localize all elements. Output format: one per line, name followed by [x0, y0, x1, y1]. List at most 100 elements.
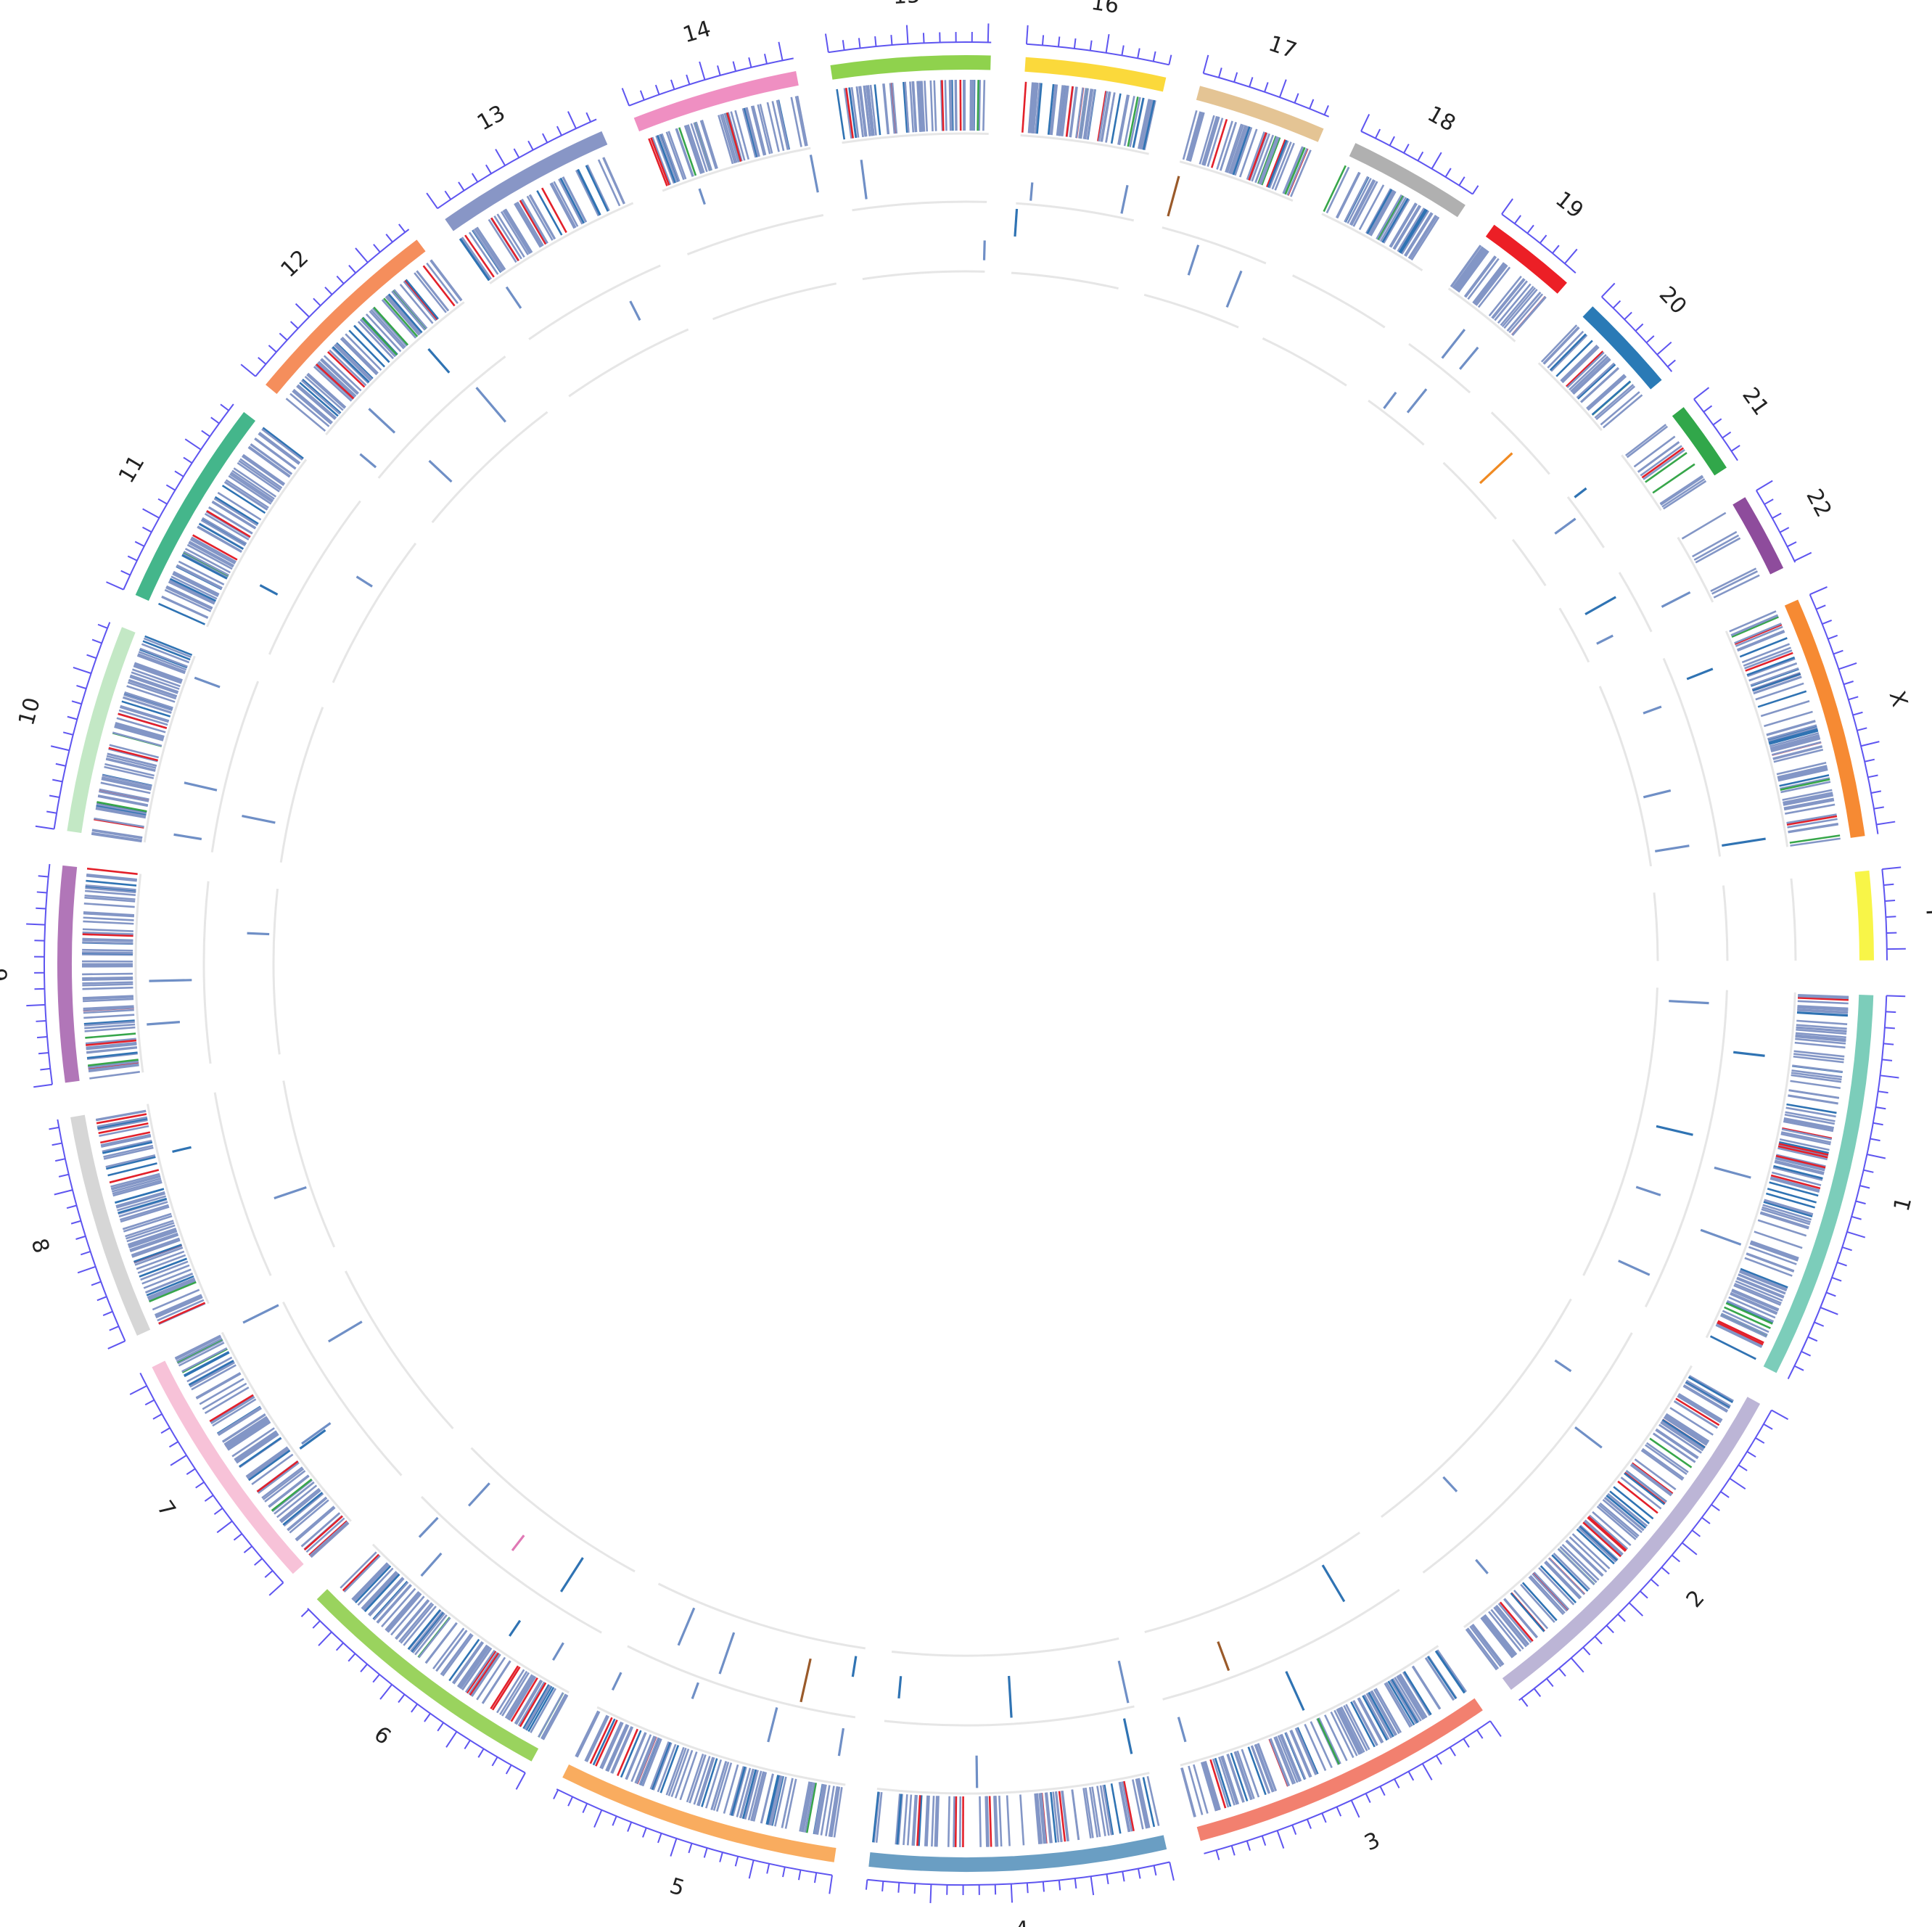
track-1-mark-chr-1 [1784, 1113, 1836, 1125]
track-1-mark-chr-3 [1435, 1650, 1466, 1693]
track-1-mark-chr-20 [1580, 367, 1619, 403]
tick-chr-11 [120, 570, 131, 576]
tick-chr-5 [670, 1838, 678, 1857]
track-1-mark-chr-10 [128, 678, 178, 697]
track-1-mark-chr-6 [461, 1647, 493, 1690]
tick-chr-8 [49, 1126, 59, 1130]
chromosome-label-11: 11 [114, 451, 150, 488]
track-1-mark-chr-X [1739, 637, 1788, 658]
track-1-mark-chr-9 [82, 939, 133, 942]
tick-axis-chr-Y [1881, 868, 1888, 961]
track-1-mark-chr-22 [1710, 567, 1757, 593]
track-1-mark-chr-5 [744, 1770, 759, 1820]
track-1-mark-chr-13 [519, 200, 547, 245]
track-3-mark-chr-5 [718, 1632, 736, 1675]
track-1-mark-chr-3 [1387, 1680, 1415, 1726]
track-1-mark-chr-9 [85, 889, 136, 897]
track-1-mark-chr-12 [335, 342, 374, 379]
track-1-mark-chr-9 [82, 986, 133, 990]
track-3-mark-chr-1 [1618, 1260, 1651, 1276]
tick-chr-20 [1612, 300, 1621, 309]
track-3-mark-chr-19 [1383, 391, 1397, 409]
track-1-mark-chr-6 [395, 1599, 430, 1640]
track-1-mark-chr-5 [723, 1764, 739, 1814]
chromosome-label-15: 15 [892, 0, 921, 9]
track-guide-1-chr-4 [876, 1772, 1150, 1795]
track-1-mark-chr-1 [1796, 1019, 1848, 1025]
tick-chr-2 [1671, 1554, 1680, 1563]
tick-chr-6 [437, 1722, 444, 1732]
track-1-mark-chr-1 [1778, 1143, 1828, 1157]
track-1-mark-chr-2 [1660, 1421, 1704, 1452]
track-1-mark-chr-12 [385, 295, 421, 335]
track-1-mark-chr-17 [1202, 116, 1220, 166]
track-1-mark-chr-7 [199, 1378, 244, 1405]
track-1-mark-chr-13 [503, 209, 532, 254]
track-1-mark-chr-6 [451, 1641, 483, 1684]
tick-chr-1 [1837, 1262, 1847, 1267]
track-1-mark-chr-10 [115, 723, 165, 739]
tick-axis-chr-12 [255, 229, 410, 377]
track-1-mark-chr-7 [300, 1512, 340, 1548]
track-2-mark-chr-11 [259, 584, 279, 596]
tick-chr-13 [471, 173, 479, 183]
track-1-mark-chr-11 [239, 458, 283, 489]
tick-chr-18 [1417, 151, 1424, 162]
track-1-mark-chr-20 [1569, 353, 1607, 391]
track-1-mark-chr-3 [1277, 1735, 1299, 1783]
track-1-mark-chr-12 [314, 364, 354, 400]
track-3-mark-chr-17 [1187, 245, 1200, 276]
tick-chr-2 [1651, 1579, 1659, 1587]
track-1-mark-chr-15 [982, 80, 986, 131]
track-1-mark-chr-8 [143, 1268, 192, 1289]
track-2-mark-chr-10 [184, 781, 218, 792]
tick-chr-6 [348, 1653, 356, 1662]
track-1-mark-chr-1 [1767, 1188, 1817, 1204]
tick-chr-2 [1582, 1646, 1591, 1656]
tick-chr-3 [1230, 1845, 1236, 1856]
tick-chr-17 [1202, 54, 1209, 74]
tick-chr-11 [174, 470, 184, 477]
track-1-mark-chr-3 [1375, 1688, 1402, 1733]
track-1-mark-chr-8 [152, 1289, 200, 1311]
track-1-mark-chr-X [1764, 710, 1813, 728]
track-1-mark-chr-5 [625, 1732, 646, 1780]
track-1-mark-chr-11 [168, 580, 215, 605]
track-1-mark-chr-2 [1607, 1492, 1648, 1527]
track-1-mark-chr-14 [693, 122, 711, 171]
track-1-mark-chr-4 [1006, 1795, 1011, 1846]
tick-chr-6 [398, 1693, 406, 1704]
track-1-mark-chr-4 [931, 1796, 935, 1847]
track-guide-1-chr-6 [371, 1543, 570, 1694]
track-1-mark-chr-3 [1200, 1762, 1217, 1812]
tick-chr-4 [881, 1881, 884, 1891]
track-1-mark-chr-10 [120, 704, 170, 722]
track-1-mark-chr-5 [710, 1761, 727, 1810]
track-1-mark-chr-9 [84, 1023, 136, 1030]
track-1-mark-chr-1 [1783, 1119, 1834, 1130]
tick-chr-4 [1042, 1881, 1045, 1892]
track-1-mark-chr-2 [1678, 1393, 1723, 1421]
track-3-mark-chr-3 [1217, 1641, 1230, 1672]
tick-chr-20 [1635, 323, 1644, 332]
track-1-mark-chr-5 [760, 1773, 774, 1824]
track-1-mark-chr-X [1788, 823, 1838, 833]
track-1-mark-chr-9 [85, 1038, 136, 1045]
tick-chr-14 [748, 57, 752, 68]
track-1-mark-chr-5 [649, 1741, 670, 1790]
track-1-mark-chr-2 [1688, 1376, 1733, 1403]
track-1-mark-chr-6 [517, 1681, 546, 1727]
tick-chr-17 [1264, 82, 1269, 93]
track-1-mark-chr-16 [1123, 96, 1135, 147]
track-3-mark-chr-8 [274, 1186, 307, 1200]
tick-chr-14 [654, 84, 660, 95]
track-1-mark-chr-15 [848, 87, 858, 139]
track-1-mark-chr-3 [1295, 1727, 1318, 1775]
track-1-mark-chr-12 [370, 309, 406, 348]
tick-chr-12 [268, 345, 277, 353]
tick-chr-2 [1606, 1624, 1614, 1634]
track-1-mark-chr-18 [1397, 208, 1426, 252]
track-1-mark-chr-15 [889, 83, 896, 134]
track-1-mark-chr-8 [97, 1117, 148, 1130]
